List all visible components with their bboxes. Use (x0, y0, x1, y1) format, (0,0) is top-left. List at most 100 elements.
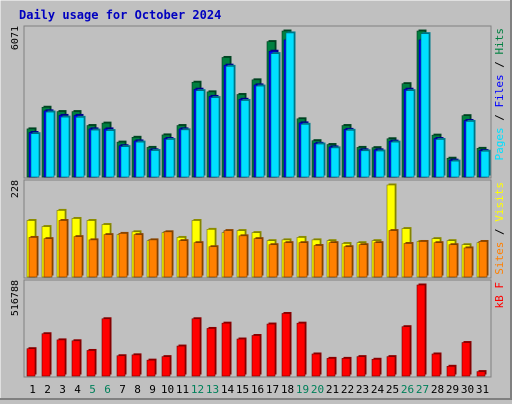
bar-pages-day-12-face (195, 90, 205, 178)
bar-kb-f-day-28 (431, 352, 442, 377)
bar-kb-f-day-31 (476, 370, 487, 377)
bar-sites-day-1-face (28, 237, 38, 278)
x-tick-label-day-14: 14 (221, 383, 235, 396)
bar-kb-f-day-2 (41, 332, 52, 377)
bar-pages-day-26 (405, 89, 416, 178)
bar-sites-day-13 (208, 245, 219, 278)
bar-kb-f-day-3-face (56, 339, 66, 377)
bar-pages-day-17 (270, 52, 281, 178)
bar-kb-f-day-7-face (116, 355, 126, 377)
x-tick-label-day-2: 2 (44, 383, 51, 396)
bar-pages-day-7-face (120, 146, 130, 178)
bar-kb-f-day-3 (56, 338, 67, 377)
bar-kb-f-day-7 (116, 354, 127, 377)
bar-pages-day-2-face (45, 111, 55, 178)
bar-sites-day-7-face (118, 233, 128, 278)
chart-title: Daily usage for October 2024 (19, 8, 221, 22)
bar-pages-day-30 (465, 119, 476, 178)
bar-pages-day-25 (390, 140, 401, 178)
bar-sites-day-3-face (58, 220, 68, 278)
bar-kb-f-day-20 (311, 352, 322, 377)
bar-pages-day-4 (75, 115, 86, 178)
bar-pages-day-13 (210, 96, 221, 178)
bar-pages-day-19 (300, 122, 311, 178)
x-tick-label-day-3: 3 (59, 383, 66, 396)
bar-pages-day-24 (375, 149, 386, 178)
bar-sites-day-17-face (268, 244, 278, 278)
x-tick-label-day-1: 1 (29, 383, 36, 396)
bar-kb-f-day-9-face (146, 359, 156, 377)
x-tick-label-day-22: 22 (341, 383, 354, 396)
x-tick-label-day-27: 27 (416, 383, 429, 396)
bar-pages-day-21 (330, 146, 341, 178)
bar-kb-f-day-27-face (416, 284, 426, 377)
bar-sites-day-15 (238, 234, 249, 278)
bar-sites-day-8-face (133, 234, 143, 278)
x-tick-label-day-9: 9 (149, 383, 156, 396)
bar-sites-day-25-face (388, 230, 398, 278)
bar-kb-f-day-1 (26, 347, 37, 377)
bar-sites-day-22-face (343, 246, 353, 278)
bar-sites-day-4-face (73, 236, 83, 278)
x-tick-label-day-18: 18 (281, 383, 294, 396)
bar-sites-day-9 (148, 238, 159, 278)
bar-sites-day-16-face (253, 238, 263, 278)
bar-sites-day-19 (298, 241, 309, 278)
legend-entry-pages: Pages (493, 127, 506, 160)
bar-sites-day-18-face (283, 242, 293, 278)
bar-pages-day-29 (450, 159, 461, 178)
bar-sites-day-12 (193, 241, 204, 278)
bar-sites-day-13-face (208, 246, 218, 278)
bar-kb-f-day-31-face (476, 371, 486, 377)
bar-kb-f-day-11 (176, 344, 187, 377)
bar-kb-f-day-21 (326, 356, 337, 377)
bar-sites-day-9-face (148, 239, 158, 278)
bar-kb-f-day-30-face (461, 342, 471, 377)
bar-sites-day-30 (463, 246, 474, 278)
legend-separator: / (493, 55, 506, 75)
bar-sites-day-10-face (163, 231, 173, 278)
bar-kb-f-day-29-face (446, 366, 456, 377)
bar-pages-day-13-face (210, 97, 220, 178)
bar-kb-f-day-8-face (131, 354, 141, 377)
bar-pages-day-11-face (180, 129, 190, 178)
bar-sites-day-2-face (43, 238, 53, 278)
bar-kb-f-day-19 (296, 321, 307, 377)
bar-pages-day-27 (420, 32, 431, 178)
bar-pages-day-21-face (330, 147, 340, 178)
bar-sites-day-31-face (478, 241, 488, 278)
bar-kb-f-day-6-face (101, 318, 111, 377)
bar-sites-day-22 (343, 245, 354, 278)
bar-kb-f-day-27 (416, 283, 427, 377)
bar-sites-day-6-face (103, 234, 113, 278)
bar-pages-day-28 (435, 137, 446, 178)
bar-kb-f-day-17 (266, 322, 277, 377)
bar-kb-f-day-6 (101, 317, 112, 377)
bar-sites-day-24-face (373, 242, 383, 278)
x-tick-label-day-31: 31 (476, 383, 489, 396)
x-tick-label-day-16: 16 (251, 383, 264, 396)
legend-visits-sites: Sites / Visits (493, 182, 506, 275)
bar-pages-day-9 (150, 149, 161, 178)
bar-sites-day-17 (268, 243, 279, 278)
bar-sites-day-4 (73, 235, 84, 278)
legend-entry-kb-f: kB F (493, 282, 506, 309)
bar-pages-day-29-face (450, 160, 460, 178)
bar-pages-day-14-face (225, 66, 235, 178)
bar-pages-day-14 (225, 64, 236, 178)
bar-sites-day-23-face (358, 244, 368, 278)
bar-pages-day-6-face (105, 130, 115, 178)
x-tick-label-day-24: 24 (371, 383, 385, 396)
y-max-label: 6071 (10, 26, 21, 50)
bar-kb-f-day-4 (71, 339, 82, 377)
bar-pages-day-19-face (300, 124, 310, 178)
bar-kb-f-day-15 (236, 337, 247, 377)
bar-pages-day-25-face (390, 141, 400, 178)
bar-sites-day-16 (253, 237, 264, 278)
bar-pages-day-16-face (255, 85, 265, 178)
x-tick-label-day-10: 10 (161, 383, 174, 396)
bar-kb-f-day-16-face (251, 335, 261, 377)
x-tick-label-day-17: 17 (266, 383, 279, 396)
